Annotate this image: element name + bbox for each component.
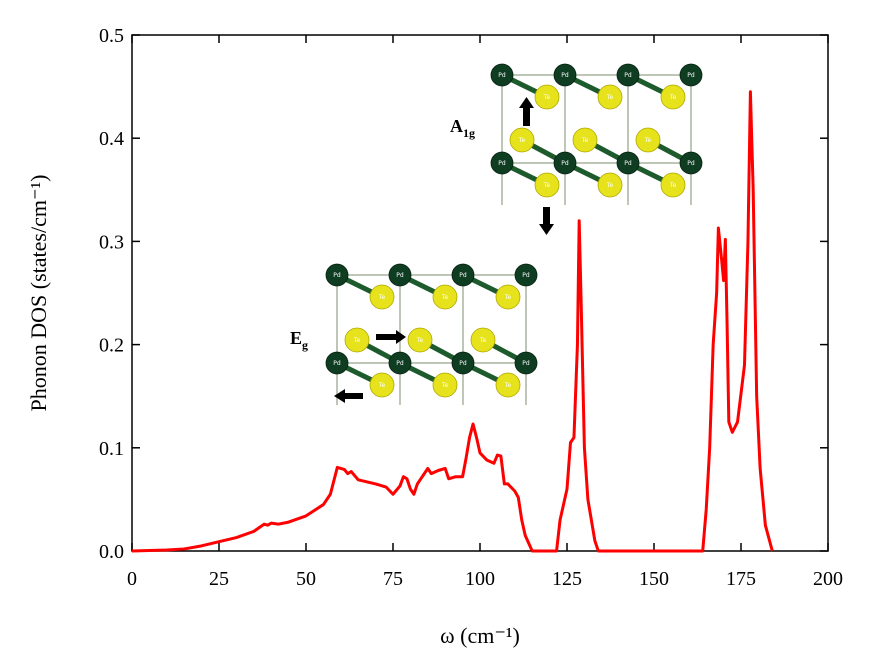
atom-label: Pd — [624, 160, 632, 167]
annotation-main: A — [450, 116, 463, 136]
atom-label: Te — [581, 137, 589, 144]
pd-atom — [451, 263, 475, 287]
te-atom — [597, 172, 623, 198]
x-tick-label: 25 — [209, 568, 229, 590]
te-atom — [369, 372, 395, 398]
atom-label: Te — [504, 294, 512, 301]
x-tick-label: 175 — [726, 568, 756, 590]
line — [131, 90, 774, 553]
atom-label: Pd — [498, 160, 506, 167]
annotation-main: E — [290, 328, 302, 348]
atom-label: Pd — [333, 272, 341, 279]
pd-atom — [514, 263, 538, 287]
atom-label: Te — [518, 137, 526, 144]
te-atom — [495, 372, 521, 398]
y-tick-label: 0.3 — [99, 231, 124, 253]
atom-label: Te — [669, 182, 677, 189]
x-tick-label: 200 — [813, 568, 843, 590]
x-tick-label: 75 — [383, 568, 403, 590]
atom-label: Pd — [687, 160, 695, 167]
x-tick-label: 125 — [552, 568, 582, 590]
atom-label: Te — [644, 137, 652, 144]
te-atom — [432, 372, 458, 398]
atom-label: Te — [479, 337, 487, 344]
atom-label: Te — [543, 94, 551, 101]
atom-label: Pd — [396, 360, 404, 367]
pd-atom — [451, 351, 475, 375]
atom-label: Pd — [396, 272, 404, 279]
annotation: A1g — [450, 116, 475, 140]
x-tick-label: 150 — [639, 568, 669, 590]
plot-frame — [131, 34, 829, 552]
y-tick-label: 0.1 — [99, 438, 124, 460]
x-axis-label: ω (cm⁻¹) — [440, 623, 520, 648]
annotation-sub: 1g — [463, 126, 475, 140]
te-atom — [369, 284, 395, 310]
atom-label: Pd — [624, 72, 632, 79]
x-tick-label: 0 — [127, 568, 137, 590]
pd-atom — [616, 151, 640, 175]
atom-label: Te — [378, 294, 386, 301]
insets: Pd Pd Pd Pd Te Te Te Te Te Te Pd Pd Pd Pd Te Te Te Pd Pd Pd… — [325, 63, 703, 405]
atom-label: Pd — [522, 360, 530, 367]
y-tick-label: 0.5 — [99, 25, 124, 47]
annotation: Eg — [290, 328, 308, 352]
atom-label: Pd — [522, 272, 530, 279]
te-atom — [534, 172, 560, 198]
te-atom — [509, 127, 535, 153]
atom-label: Te — [543, 182, 551, 189]
te-atom — [534, 84, 560, 110]
atom-label: Te — [441, 382, 449, 389]
pd-atom — [490, 151, 514, 175]
te-atom — [344, 327, 370, 353]
te-atom — [660, 172, 686, 198]
atom-label: Pd — [459, 272, 467, 279]
te-atom — [660, 84, 686, 110]
te-atom — [432, 284, 458, 310]
y-tick-label: 0.2 — [99, 335, 124, 357]
atom-label: Te — [606, 94, 614, 101]
pd-atom — [490, 63, 514, 87]
pd-atom — [553, 151, 577, 175]
te-atom — [597, 84, 623, 110]
atom-label: Pd — [498, 72, 506, 79]
pd-atom — [679, 63, 703, 87]
pd-atom — [553, 63, 577, 87]
atom-label: Pd — [561, 160, 569, 167]
y-tick-label: 0.0 — [99, 541, 124, 563]
x-tick-label: 50 — [296, 568, 316, 590]
arrows — [334, 97, 554, 403]
te-atom — [495, 284, 521, 310]
atom-label: Te — [416, 337, 424, 344]
pd-atom — [325, 263, 349, 287]
te-atom — [470, 327, 496, 353]
annotation-sub: g — [302, 338, 308, 352]
pd-atom — [514, 351, 538, 375]
atom-label: Pd — [561, 72, 569, 79]
x-tick-label: 100 — [465, 568, 495, 590]
pd-atom — [616, 63, 640, 87]
y-tick-label: 0.4 — [99, 128, 124, 150]
atom-label: Pd — [687, 72, 695, 79]
pd-atom — [388, 351, 412, 375]
pd-atom — [388, 263, 412, 287]
atom-label: Te — [504, 382, 512, 389]
atom-label: Te — [353, 337, 361, 344]
atom-label: Te — [669, 94, 677, 101]
te-atom — [635, 127, 661, 153]
pd-atom — [679, 151, 703, 175]
atom-label: Te — [441, 294, 449, 301]
y-axis-label: Phonon DOS (states/cm⁻¹) — [26, 175, 51, 412]
te-atom — [572, 127, 598, 153]
pd-atom — [325, 351, 349, 375]
atom-label: Pd — [333, 360, 341, 367]
atom-label: Te — [606, 182, 614, 189]
atom-label: Pd — [459, 360, 467, 367]
atom-label: Te — [378, 382, 386, 389]
te-atom — [407, 327, 433, 353]
